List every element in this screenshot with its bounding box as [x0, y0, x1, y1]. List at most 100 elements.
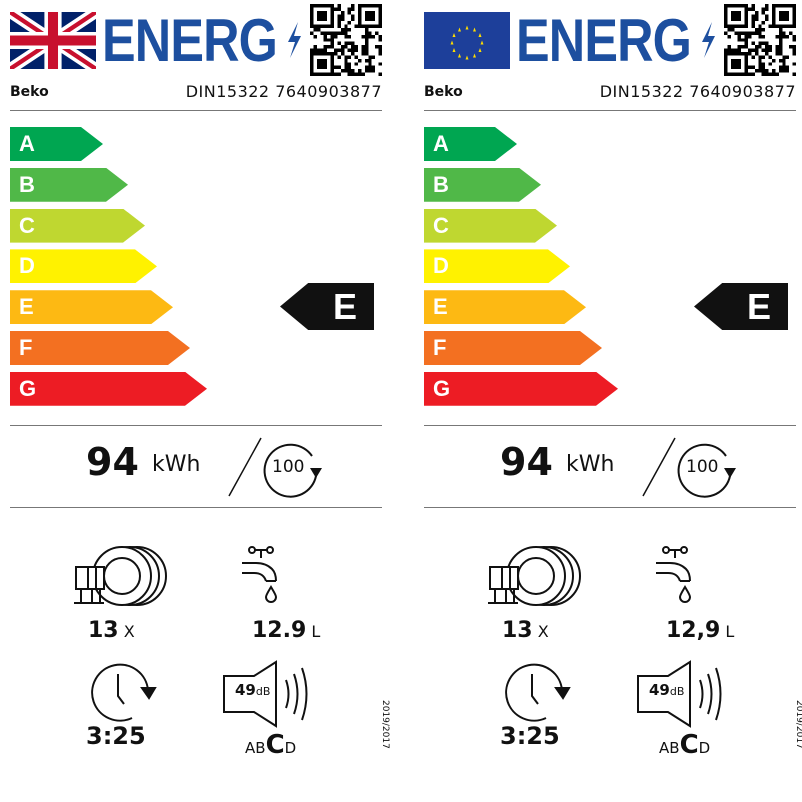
slash-divider — [228, 437, 262, 497]
energy-class-bar-d: D — [10, 249, 157, 283]
model-identifier: DIN15322 7640903877 — [185, 82, 382, 101]
cycles-value: 100 — [686, 457, 719, 477]
energy-class-letter: B — [433, 171, 449, 197]
rating-letter: E — [332, 285, 357, 327]
noise-level: 49dB — [649, 680, 684, 699]
energy-class-bar-f: F — [10, 331, 190, 365]
noise-class: D — [698, 739, 711, 757]
water-consumption: 12.9 L — [252, 618, 320, 643]
noise-value: 49 — [235, 681, 256, 699]
lightning-bolt-icon — [288, 22, 301, 58]
place-settings-value: 13 — [502, 618, 533, 643]
noise-class-selected: C — [265, 730, 285, 760]
supplier-name: Beko — [10, 84, 49, 100]
water-tap-icon — [656, 546, 692, 603]
energy-class-bar-e: E — [424, 290, 586, 324]
supplier-name: Beko — [424, 84, 463, 100]
rating-letter: E — [746, 285, 771, 327]
noise-classes: ABCD — [245, 730, 296, 760]
energy-class-bar-e: E — [10, 290, 173, 324]
noise-unit: dB — [255, 685, 271, 698]
water-tap-icon — [242, 546, 278, 603]
noise-class-selected: C — [679, 730, 699, 760]
energy-title: ENERG — [102, 7, 278, 74]
noise-class: B — [669, 739, 680, 757]
place-settings: 13 X — [88, 618, 135, 643]
water-value: 12.9 — [252, 618, 307, 643]
energy-class-letter: E — [19, 294, 34, 320]
noise-speaker-icon — [637, 660, 722, 728]
energy-class-letter: F — [433, 335, 447, 360]
noise-unit: dB — [669, 685, 685, 698]
noise-class: A — [245, 739, 256, 757]
energy-class-bar-b: B — [10, 168, 128, 202]
place-settings-unit: X — [123, 622, 135, 641]
lightning-bolt-icon — [702, 22, 715, 58]
water-value: 12,9 — [666, 618, 721, 643]
uk-flag-icon — [6, 7, 100, 74]
programme-duration-icon — [505, 663, 571, 722]
regulation-number: 2019/2017 — [794, 700, 802, 749]
energy-class-letter: G — [433, 375, 451, 401]
energy-consumption-value: 94 — [500, 440, 553, 484]
energy-class-bar-g: G — [424, 372, 618, 406]
place-settings-value: 13 — [88, 618, 119, 643]
energy-class-letter: D — [19, 253, 35, 279]
energy-class-bar-d: D — [424, 249, 570, 283]
divider — [424, 110, 796, 111]
place-settings: 13 X — [502, 618, 549, 643]
energy-consumption-value: 94 — [86, 440, 139, 484]
divider — [10, 425, 382, 426]
noise-class: B — [255, 739, 266, 757]
cycles-value: 100 — [272, 457, 305, 477]
energy-title: ENERG — [516, 7, 692, 74]
energy-consumption-unit: kWh — [152, 452, 201, 477]
place-settings-unit: X — [537, 622, 549, 641]
energy-class-bar-a: A — [424, 127, 517, 161]
energy-class-letter: G — [19, 375, 37, 401]
noise-class: A — [659, 739, 670, 757]
noise-level: 49dB — [235, 680, 270, 699]
qr-code-icon[interactable] — [310, 4, 382, 76]
energy-class-letter: E — [433, 294, 448, 320]
energy-class-bar-f: F — [424, 331, 602, 365]
slash-divider — [642, 437, 676, 497]
noise-speaker-icon — [223, 660, 308, 728]
divider — [424, 425, 796, 426]
cycles-icon — [677, 443, 736, 498]
energy-class-bar-c: C — [10, 209, 145, 243]
programme-duration-icon — [91, 663, 157, 722]
energy-class-letter: A — [19, 131, 35, 156]
rating-arrow: E — [280, 283, 374, 330]
energy-class-letter: A — [433, 131, 449, 156]
model-identifier: DIN15322 7640903877 — [599, 82, 796, 101]
duration-value: 3:25 — [500, 722, 560, 750]
energy-class-letter: F — [19, 335, 33, 360]
divider — [10, 110, 382, 111]
energy-consumption-unit: kWh — [566, 452, 615, 477]
divider — [10, 507, 382, 508]
eu-flag-icon — [424, 12, 510, 69]
energy-class-bar-g: G — [10, 372, 207, 406]
water-unit: L — [311, 622, 321, 641]
cycles-icon — [263, 443, 322, 498]
dishes-icon — [74, 546, 167, 606]
energy-class-bar-a: A — [10, 127, 103, 161]
dishes-icon — [488, 546, 581, 606]
water-unit: L — [725, 622, 735, 641]
noise-classes: ABCD — [659, 730, 710, 760]
energy-class-letter: D — [433, 253, 449, 279]
water-consumption: 12,9 L — [666, 618, 734, 643]
rating-arrow: E — [694, 283, 788, 330]
energy-class-letter: C — [433, 212, 449, 238]
energy-class-bar-c: C — [424, 209, 557, 243]
duration-value: 3:25 — [86, 722, 146, 750]
energy-class-bar-b: B — [424, 168, 541, 202]
regulation-number: 2019/2017 — [380, 700, 390, 749]
qr-code-icon[interactable] — [724, 4, 796, 76]
energy-class-letter: B — [19, 171, 35, 197]
divider — [424, 507, 796, 508]
noise-class: D — [284, 739, 297, 757]
